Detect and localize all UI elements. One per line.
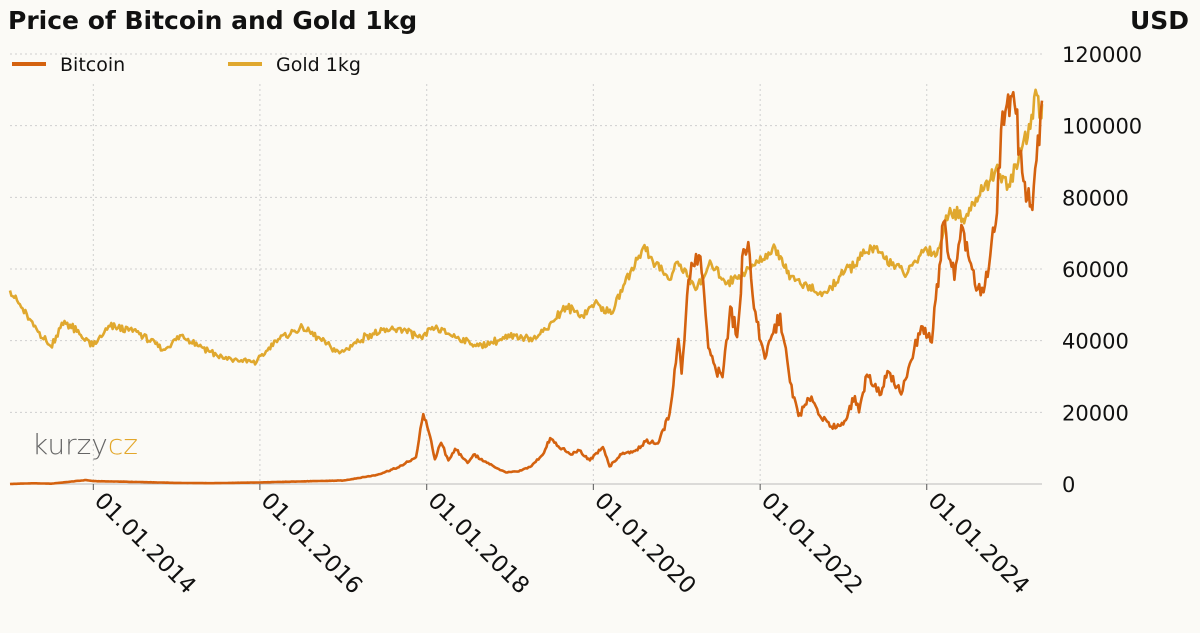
y-tick-label: 60000 [1062, 258, 1129, 282]
y-tick-label: 120000 [1062, 43, 1142, 67]
x-axis: 01.01.2014 01.01.2016 01.01.2018 01.01.2020… [89, 484, 1034, 599]
gridlines [10, 53, 1042, 485]
watermark-cz: cz [108, 428, 138, 461]
unit-label: USD [1130, 6, 1189, 35]
series-layer [8, 88, 1044, 486]
watermark-kurzy: kurzy [32, 428, 108, 461]
y-tick-label: 0 [1062, 473, 1075, 497]
series-line-bitcoin [9, 90, 1044, 486]
y-tick-label: 20000 [1062, 401, 1129, 425]
x-tick-label: 01.01.2020 [589, 488, 701, 600]
y-axis: 0 20000 40000 60000 80000 100000 120000 [1062, 43, 1142, 497]
x-tick-label: 01.01.2018 [422, 488, 534, 600]
series-line-gold [8, 88, 1044, 366]
legend-item-bitcoin: Bitcoin [12, 54, 125, 76]
svg-text:kurzycz: kurzycz [32, 428, 138, 461]
x-tick-label: 01.01.2014 [89, 488, 201, 600]
legend-label-gold: Gold 1kg [276, 54, 361, 76]
y-tick-label: 80000 [1062, 186, 1129, 210]
legend-item-gold: Gold 1kg [228, 54, 361, 76]
watermark: kurzycz [32, 428, 138, 461]
x-tick-label: 01.01.2024 [923, 488, 1035, 600]
chart-title: Price of Bitcoin and Gold 1kg [8, 6, 417, 35]
y-tick-label: 40000 [1062, 330, 1129, 354]
legend: Bitcoin Gold 1kg [12, 54, 361, 76]
x-tick-label: 01.01.2016 [256, 488, 368, 600]
y-tick-label: 100000 [1062, 115, 1142, 139]
legend-label-bitcoin: Bitcoin [60, 54, 125, 76]
x-tick-label: 01.01.2022 [756, 488, 868, 600]
